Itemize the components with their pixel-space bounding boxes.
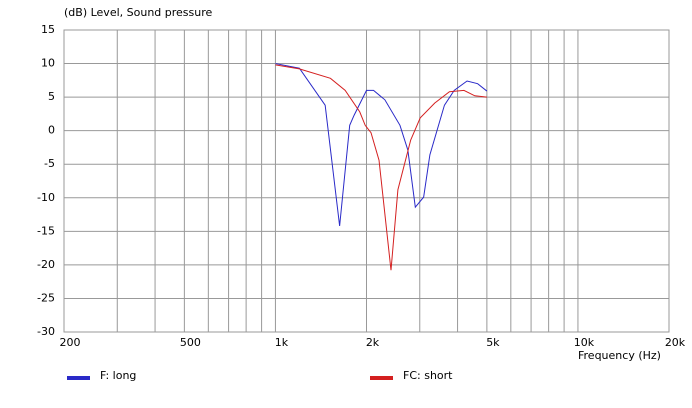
y-tick-label: -5 (44, 157, 55, 170)
legend-label: FC: short (403, 369, 453, 382)
x-tick-label: 200 (60, 336, 81, 349)
chart-title: (dB) Level, Sound pressure (64, 6, 213, 19)
y-tick-label: 10 (41, 57, 55, 70)
legend-label: F: long (100, 369, 136, 382)
line-series (275, 64, 487, 271)
y-tick-label: -20 (37, 258, 55, 271)
y-tick-label: -10 (37, 191, 55, 204)
y-tick-label: 15 (41, 23, 55, 36)
y-tick-label: 0 (48, 124, 55, 137)
x-tick-label: 2k (366, 336, 380, 349)
y-tick-label: 5 (48, 90, 55, 103)
x-axis-label: Frequency (Hz) (578, 349, 661, 362)
x-tick-label: 500 (180, 336, 201, 349)
x-tick-label: 10k (574, 336, 595, 349)
line-series (275, 63, 488, 227)
y-tick-label: -25 (37, 291, 55, 304)
x-tick-label: 5k (486, 336, 500, 349)
x-tick-label: 1k (275, 336, 289, 349)
x-tick-label: 20k (665, 336, 686, 349)
y-tick-label: -15 (37, 224, 55, 237)
y-tick-label: -30 (37, 325, 55, 338)
